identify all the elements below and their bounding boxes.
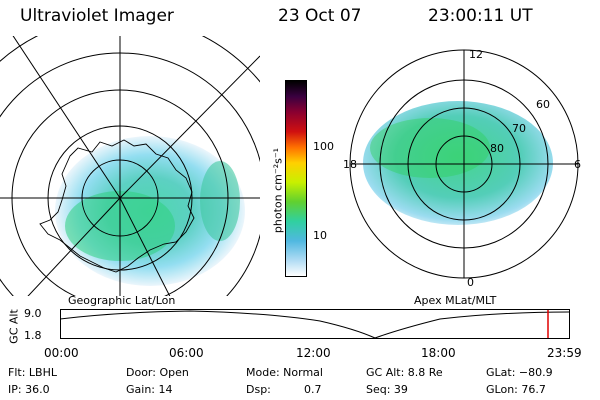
geographic-label: Geographic Lat/Lon: [68, 294, 176, 307]
xtick-1800: 18:00: [421, 346, 456, 360]
mlt-label-0: 0: [467, 276, 474, 288]
xtick-0000: 00:00: [44, 346, 79, 360]
colorbar-tick-100: 100: [313, 140, 334, 153]
xtick-0600: 06:00: [169, 346, 204, 360]
altitude-curve: [60, 310, 570, 339]
mlt-label-6: 6: [574, 158, 581, 171]
lat-label-80: 80: [490, 142, 504, 155]
colorbar-tick-10: 10: [313, 229, 327, 242]
glon-info: GLon: 76.7: [486, 383, 546, 396]
apex-label: Apex MLat/MLT: [414, 294, 497, 307]
time-label: 23:00:11 UT: [428, 6, 533, 26]
dsp-label: Dsp:: [246, 383, 271, 396]
seq-info: Seq: 39: [366, 383, 408, 396]
coastline-outline: [39, 139, 195, 273]
mlt-label-12: 12: [469, 48, 483, 61]
xtick-1200: 12:00: [296, 346, 331, 360]
apex-polar-map: 12 18 6 0 60 70 80: [343, 48, 581, 288]
altitude-strip-plot: [60, 309, 570, 339]
filter-info: Flt: LBHL: [8, 366, 57, 379]
instrument-title: Ultraviolet Imager: [20, 6, 174, 26]
aurora-edge-left: [200, 161, 240, 241]
colorbar: [285, 80, 307, 277]
glat-info: GLat: −80.9: [486, 366, 553, 379]
lat-label-60: 60: [536, 98, 550, 111]
mlt-label-18: 18: [343, 158, 357, 171]
altitude-ytick-min: 1.8: [24, 329, 42, 342]
gc-alt-info: GC Alt: 8.8 Re: [366, 366, 443, 379]
aurora-emission-right: [363, 101, 553, 225]
gain-info: Gain: 14: [126, 383, 173, 396]
lat-label-70: 70: [512, 122, 526, 135]
door-info: Door: Open: [126, 366, 189, 379]
ip-info: IP: 36.0: [8, 383, 50, 396]
date-label: 23 Oct 07: [278, 6, 362, 26]
aurora-core-right: [370, 118, 490, 178]
dsp-value: 0.7: [304, 383, 322, 396]
geographic-map: [0, 36, 260, 296]
altitude-ylabel: GC Alt: [7, 309, 21, 344]
altitude-ytick-max: 9.0: [24, 307, 42, 320]
xtick-2359: 23:59: [547, 346, 582, 360]
colorbar-unit-label: photon cm⁻²s⁻¹: [271, 147, 285, 234]
mode-info: Mode: Normal: [246, 366, 323, 379]
